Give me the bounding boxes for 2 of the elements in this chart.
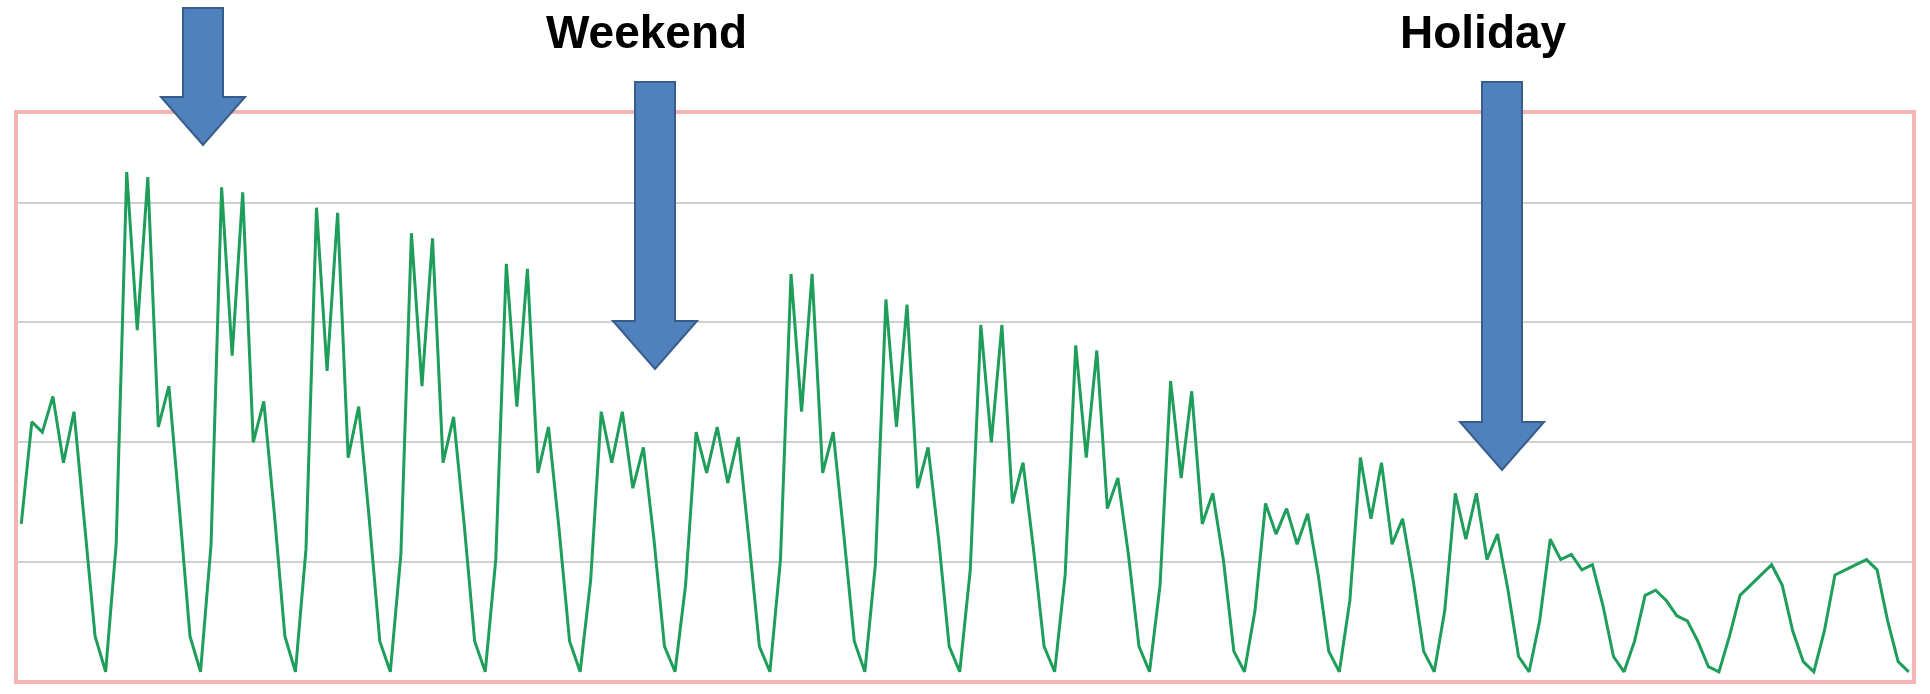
text: Weekend	[546, 6, 748, 58]
text: Holiday	[1400, 6, 1567, 58]
